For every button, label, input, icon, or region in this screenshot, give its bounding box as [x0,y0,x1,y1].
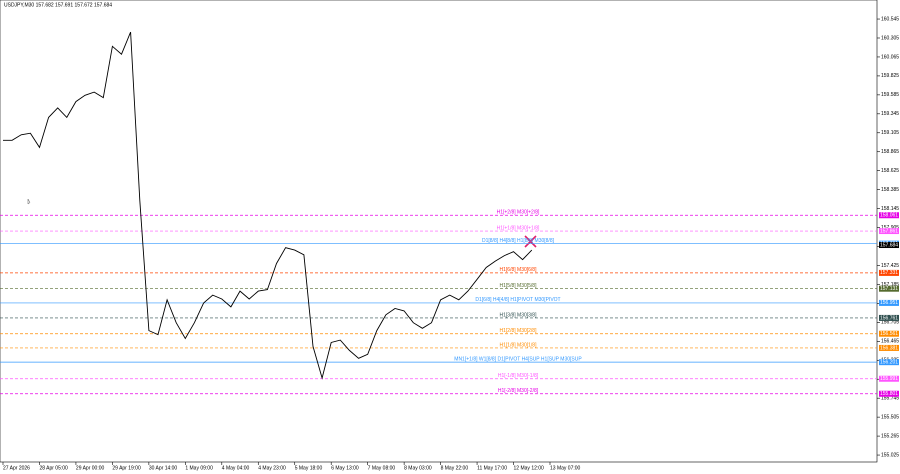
level-label: H1[5/8] M30[5/8] [500,283,538,289]
x-tick-label: 4 May 23:00 [258,465,286,471]
level-price-box [879,269,899,276]
x-tick-label: 8 May 22:00 [441,465,469,471]
y-tick-label: 158.865 [881,149,899,155]
x-tick-label: 4 May 04:00 [222,465,250,471]
level-price-box [879,344,899,351]
x-tick-label: 28 Apr 05:00 [39,465,68,471]
level-price-box [879,314,899,321]
level-label: D1[8/8] H4[8/8] H1[8/8] M30[8/8] [482,238,555,244]
last-price-box [879,242,899,249]
y-tick-label: 155.265 [881,433,899,439]
level-label: H1[+1/8] M30[+1/8] [497,225,540,231]
y-tick-label: 159.105 [881,130,899,136]
y-tick-label: 155.025 [881,452,899,458]
y-tick-label: 158.385 [881,187,899,193]
close-marker [524,235,537,248]
level-price: 157.861 [880,228,898,234]
level-price-box [879,330,899,337]
level-label: H1[3/8] M30[3/8] [500,312,538,318]
y-tick-label: 157.185 [881,282,899,288]
x-tick-label: 1 May 09:00 [185,465,213,471]
x-tick-label: 13 May 07:00 [550,465,581,471]
level-price-box [879,299,899,306]
x-tick-label: 30 Apr 14:00 [149,465,178,471]
level-price-box [879,285,899,292]
level-price: 156.201 [880,359,898,365]
y-tick-label: 155.505 [881,414,899,420]
level-price: 155.801 [880,391,898,397]
y-tick-label: 158.145 [881,206,899,212]
y-tick-label: 155.745 [881,396,899,402]
x-tick-label: 6 May 13:00 [331,465,359,471]
x-tick-label: 5 May 18:00 [295,465,323,471]
x-tick-label: 29 Apr 19:00 [112,465,141,471]
y-tick-label: 160.545 [881,16,899,22]
x-tick-label: 8 May 03:00 [404,465,432,471]
y-tick-label: 160.305 [881,35,899,41]
y-tick-label: 156.705 [881,320,899,326]
y-tick-label: 156.465 [881,339,899,345]
y-tick-label: 160.065 [881,54,899,60]
level-price-box [879,212,899,219]
level-price: 156.381 [880,345,898,351]
chart-title: USDJPY,M30 157.682 157.691 157.672 157.6… [4,2,112,8]
y-tick-label: 158.625 [881,168,899,174]
level-price-box [879,390,899,397]
level-label: D1[6/8] H4[4/8] H1[PIVOT M30[PIVOT [475,297,560,303]
x-tick-label: 7 May 08:00 [368,465,396,471]
y-tick-label: 157.425 [881,263,899,269]
level-price-box [879,375,899,382]
x-tick-label: 12 May 12:00 [514,465,545,471]
cursor [27,198,31,205]
level-price: 156.561 [880,331,898,337]
x-tick-label: 27 Apr 2026 [3,465,30,471]
level-price-box [879,228,899,235]
y-tick-label: 157.905 [881,225,899,231]
level-price: 157.331 [880,270,898,276]
level-label: H1[-2/8] M30[-2/8] [498,388,539,394]
level-price: 156.951 [880,300,898,306]
level-label: H1[1/8] M30[1/8] [500,342,538,348]
level-label: H1[6/8] M30[6/8] [500,267,538,273]
level-price: 155.991 [880,376,898,382]
x-tick-label: 11 May 17:00 [477,465,507,471]
level-price: 158.061 [880,213,898,219]
x-tick-label: 29 Apr 00:00 [76,465,105,471]
last-price: 157.684 [880,242,898,248]
y-tick-label: 159.585 [881,92,899,98]
price-line [3,31,533,380]
level-label: MN1[+1/8] W1[8/8] D1[PIVOT H4[SUP H1[SUP… [454,356,582,362]
level-label: H1[2/8] M30[2/8] [500,328,538,334]
level-price-box [879,359,899,366]
level-label: H1[-1/8] M30[-1/8] [498,373,539,379]
level-price: 156.761 [880,315,898,321]
level-label: H1[+2/8] M30[+2/8] [497,210,540,216]
level-price: 157.131 [880,286,898,292]
y-tick-label: 159.345 [881,111,899,117]
y-tick-label: 159.825 [881,73,899,79]
